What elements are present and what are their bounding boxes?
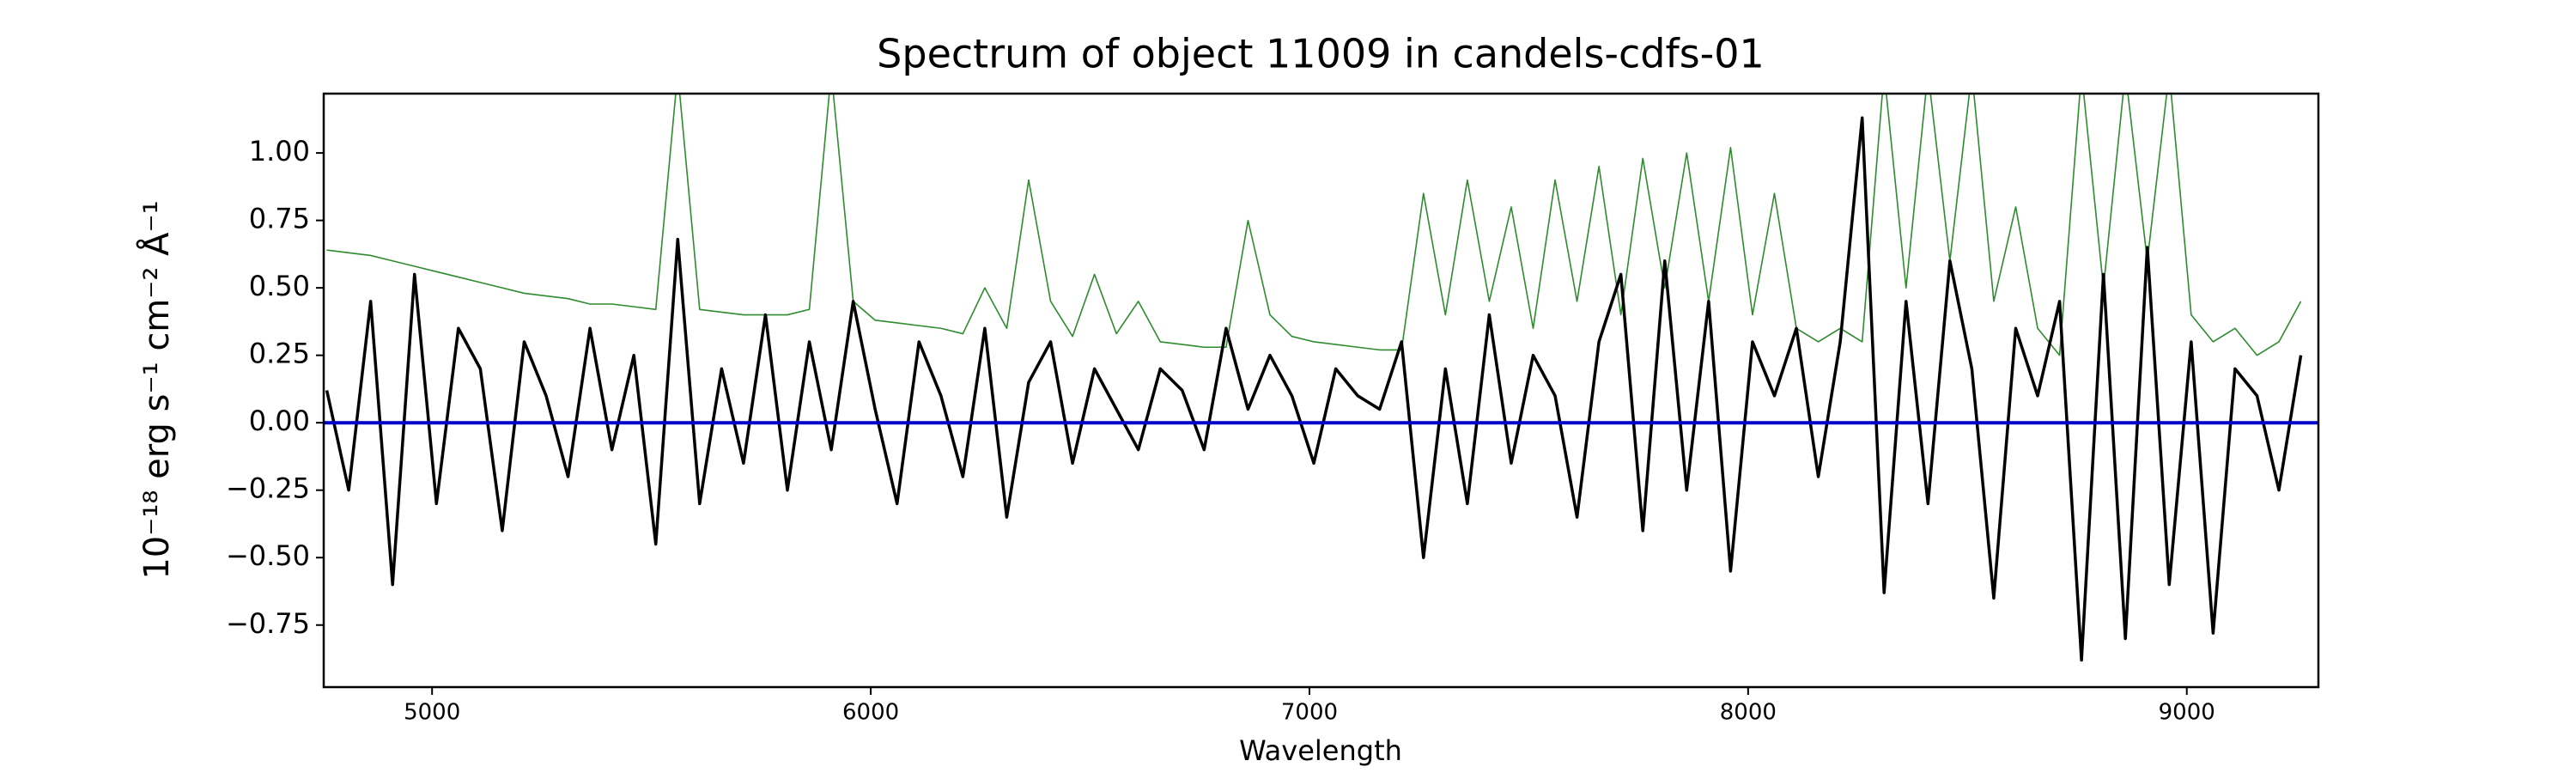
x-tick-label: 5000 [404, 700, 460, 726]
y-tick-label: 0.25 [249, 338, 310, 370]
plot-frame [322, 92, 2320, 689]
y-tick-label: 1.00 [249, 135, 310, 167]
x-tick-label: 9000 [2159, 700, 2215, 726]
y-tick-label: −0.75 [226, 607, 310, 640]
y-axis-label: 10⁻¹⁸ erg s⁻¹ cm⁻² Å⁻¹ [136, 200, 177, 579]
x-axis-label: Wavelength [1239, 734, 1402, 767]
x-tick-label: 8000 [1720, 700, 1777, 726]
y-tick-label: 0.75 [249, 203, 310, 235]
y-tick-label: 0.50 [249, 270, 310, 302]
x-tick-label: 7000 [1281, 700, 1338, 726]
y-tick-label: −0.25 [226, 472, 310, 505]
series-line [326, 94, 2302, 356]
plot-area [324, 94, 2318, 662]
y-tick-label: 0.00 [249, 405, 310, 437]
x-tick-label: 6000 [842, 700, 899, 726]
y-tick-label: −0.50 [226, 539, 310, 572]
series-line [325, 116, 2303, 662]
chart-title: Spectrum of object 11009 in candels-cdfs… [877, 31, 1765, 77]
